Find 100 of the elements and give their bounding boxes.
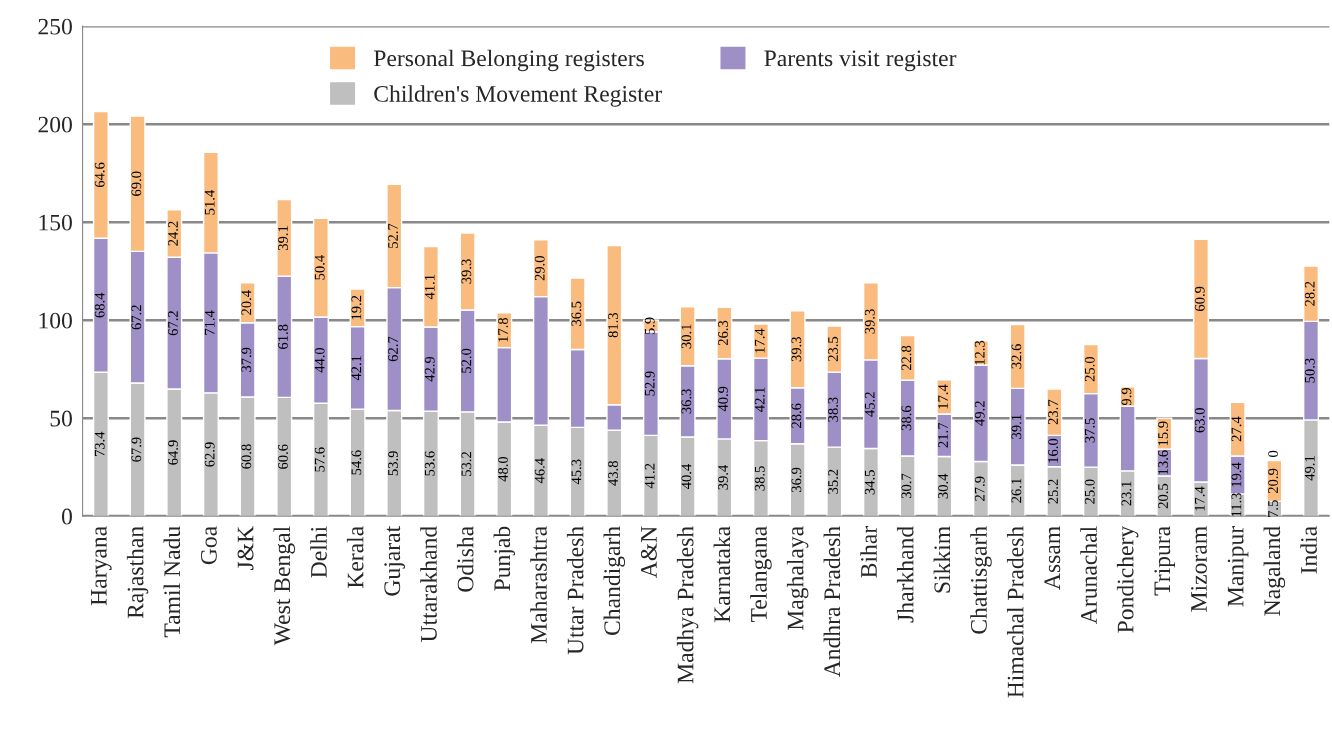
data-label: 20.9: [1268, 468, 1279, 494]
x-tick-label: India: [1300, 526, 1317, 574]
data-label: 61.8: [278, 324, 288, 349]
x-tick-label: Jharkhand: [896, 526, 914, 623]
data-label: 42.9: [424, 356, 435, 382]
data-label: 54.6: [351, 450, 362, 475]
x-tick-label: Tripura: [1154, 526, 1176, 596]
data-label: 44.0: [314, 347, 325, 373]
data-label: 9.9: [1121, 387, 1132, 406]
data-label: 52.0: [461, 348, 472, 373]
data-label: 35.2: [828, 469, 839, 494]
data-label: 25.2: [1048, 479, 1059, 504]
data-label: 21.7: [938, 422, 949, 448]
x-tick-label: Bihar: [860, 526, 877, 578]
data-label: 17.4: [938, 384, 949, 409]
data-label: 50.4: [314, 255, 325, 280]
data-label: 45.3: [571, 459, 582, 485]
data-label: 60.6: [278, 444, 288, 469]
data-label: 40.4: [681, 464, 692, 490]
x-tick-label: Assam: [1044, 526, 1061, 590]
data-label: 42.1: [754, 387, 765, 412]
data-label: 11.3: [1231, 493, 1242, 517]
x-tick-label: West Bengal: [273, 526, 295, 646]
x-tick-label: Uttar Pradesh: [566, 526, 584, 655]
data-label: 24.2: [168, 221, 178, 246]
data-label: 37.5: [1084, 418, 1095, 443]
data-label: 49.1: [1304, 456, 1315, 481]
data-label: 30.4: [938, 473, 949, 499]
data-label: 25.0: [1084, 479, 1095, 504]
data-label: 17.8: [498, 317, 508, 342]
legend-label: Personal Belonging registers: [373, 49, 644, 72]
data-label: 27.9: [974, 476, 985, 501]
data-label: 67.2: [168, 311, 178, 336]
x-tick-label: Rajasthan: [126, 526, 149, 619]
x-tick-label: A&N: [640, 526, 657, 579]
data-label: 57.6: [314, 447, 325, 472]
data-label: 38.3: [828, 397, 839, 422]
data-label: 53.6: [424, 451, 435, 476]
data-label: 22.8: [901, 345, 912, 371]
data-label: 36.9: [791, 467, 802, 493]
data-label: 48.0: [498, 456, 508, 482]
y-tick-label: 150: [39, 214, 72, 231]
x-tick-label: Haryana: [91, 526, 112, 606]
data-label: 38.6: [901, 405, 912, 431]
y-tick-label: 0: [61, 508, 72, 525]
data-label: 30.1: [681, 324, 692, 349]
data-label: 25.0: [1084, 356, 1095, 382]
x-tick-label: Maharashtra: [530, 526, 547, 644]
data-label: 17.4: [754, 328, 765, 353]
data-label: 39.3: [864, 309, 875, 334]
data-label: 13.6: [1158, 450, 1169, 475]
x-tick-label: Sikkim: [933, 526, 951, 593]
data-label: 40.9: [718, 386, 729, 412]
x-tick-label: Andhra Pradesh: [823, 526, 841, 678]
data-label: 23.7: [1048, 399, 1059, 425]
x-tick-label: Delhi: [310, 526, 327, 578]
data-label: 69.0: [131, 171, 142, 196]
data-label: 52.7: [388, 223, 398, 248]
data-label: 62.9: [204, 442, 215, 467]
x-tick-label: Pondichery: [1116, 525, 1139, 633]
data-label: 32.6: [1011, 344, 1022, 369]
data-label: 73.4: [94, 431, 105, 456]
data-label: 39.3: [791, 337, 802, 362]
data-label: 19.2: [351, 295, 362, 320]
data-label: 67.2: [131, 305, 142, 330]
x-tick-label: Manipur: [1227, 526, 1249, 607]
x-tick-label: Karnataka: [713, 526, 731, 623]
data-label: 42.1: [351, 355, 362, 381]
data-label: 23.1: [1121, 481, 1132, 506]
data-label: 28.2: [1304, 281, 1315, 306]
data-label: 67.9: [131, 437, 142, 462]
data-label: 64.9: [168, 440, 178, 465]
x-tick-label: J&K: [237, 526, 254, 570]
x-tick-label: Gujarat: [384, 525, 405, 596]
x-tick-label: Himachal Pradesh: [1006, 526, 1024, 698]
data-label: 68.4: [94, 292, 105, 318]
data-label: 34.5: [864, 470, 875, 495]
y-tick-label: 200: [38, 116, 72, 133]
y-tick-label: 100: [39, 312, 72, 329]
data-label: 17.4: [1194, 486, 1205, 511]
data-label: 51.4: [204, 190, 215, 215]
data-label: 53.9: [388, 451, 398, 476]
data-label: 45.2: [864, 392, 875, 417]
legend-label: Children's Movement Register: [374, 85, 662, 107]
x-tick-label: Nagaland: [1263, 526, 1286, 616]
x-tick-label: Maghalaya: [786, 526, 809, 631]
legend-label: Parents visit register: [764, 50, 957, 72]
x-tick-label: Punjab: [493, 526, 515, 591]
data-label: 15.9: [1158, 421, 1169, 446]
data-label: 36.3: [681, 389, 692, 414]
x-tick-label: Uttarakhand: [420, 526, 437, 643]
data-label: 5.9: [644, 317, 655, 335]
x-tick-label: Telangana: [750, 526, 772, 623]
data-label: 12.3: [974, 340, 985, 365]
x-tick-label: Goa: [200, 526, 217, 565]
data-label: 39.1: [278, 226, 288, 250]
x-tick-label: Mizoram: [1191, 526, 1207, 612]
data-label: 60.9: [1194, 286, 1205, 312]
data-label: 27.4: [1231, 416, 1242, 442]
x-tick-label: Chattisgarh: [970, 526, 992, 634]
